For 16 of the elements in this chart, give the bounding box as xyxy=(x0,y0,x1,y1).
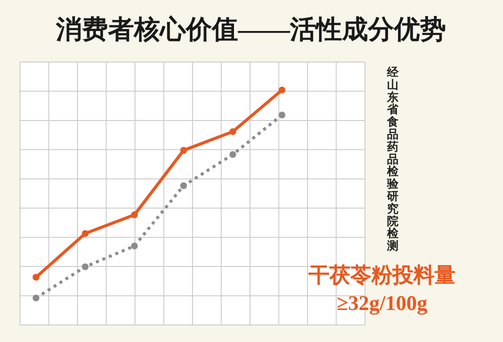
point xyxy=(131,211,138,218)
point xyxy=(131,242,138,250)
point xyxy=(82,263,89,270)
point xyxy=(32,294,40,302)
point xyxy=(278,86,286,94)
text: 干茯苓粉投料量 xyxy=(308,263,456,287)
point xyxy=(180,146,187,154)
point xyxy=(180,182,187,190)
point xyxy=(32,274,40,281)
text: 经山东省食品药品检验研究院检测 xyxy=(387,65,399,253)
point xyxy=(82,230,89,237)
point xyxy=(278,112,286,118)
point xyxy=(229,151,236,158)
point xyxy=(229,128,236,135)
chart-title: 消费者核心价值——活性成分优势 xyxy=(55,15,446,44)
text: ≥32g/100g xyxy=(336,291,428,315)
